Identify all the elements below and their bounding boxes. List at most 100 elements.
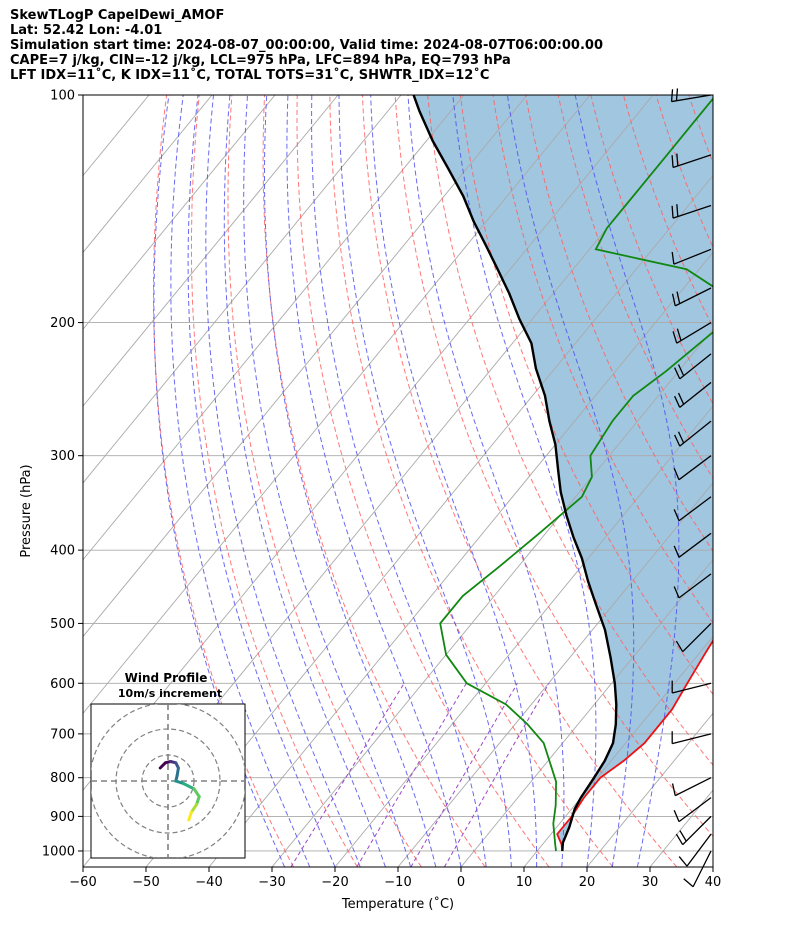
plot-area: [83, 95, 794, 867]
y-tick-label: 1000: [42, 844, 75, 859]
x-tick-label: −40: [195, 875, 222, 890]
isotherm-line: [460, 558, 713, 867]
moist-adiabat: [311, 95, 487, 867]
hodograph-title: Wind Profile: [125, 671, 208, 685]
wind-barb: [675, 815, 712, 846]
x-tick-label: −10: [384, 875, 411, 890]
isotherm-line: [145, 174, 713, 867]
x-tick-label: 40: [705, 875, 722, 890]
cape-shading: [413, 95, 713, 851]
dry-adiabat: [191, 95, 358, 867]
thermodynamic-indices: LFT IDX=11˚C, K IDX=11˚C, TOTAL TOTS=31˚…: [10, 68, 490, 83]
mixing-ratio-line: [443, 683, 550, 867]
isotherm-line: [83, 95, 591, 715]
dry-adiabat: [525, 95, 713, 552]
mixing-ratio-line: [356, 683, 467, 867]
wind-barb: [671, 680, 712, 694]
dry-adiabat: [296, 95, 550, 867]
hodograph-subtitle: 10m/s increment: [118, 687, 222, 700]
stability-indices: CAPE=7 j/kg, CIN=-12 j/kg, LCL=975 hPa, …: [10, 53, 511, 68]
wind-barb: [673, 455, 712, 481]
wind-barb: [671, 287, 712, 307]
dry-adiabat: [787, 95, 794, 867]
moist-adiabat: [187, 95, 336, 867]
x-tick-label: −60: [69, 875, 96, 890]
hodograph-segment: [187, 810, 193, 822]
wind-barb: [673, 496, 712, 522]
moist-adiabat: [264, 95, 437, 867]
dry-adiabat: [227, 95, 422, 867]
isotherm-line: [83, 95, 528, 638]
wind-barb: [683, 850, 712, 888]
y-tick-label: 800: [50, 771, 75, 786]
wind-barb: [678, 833, 712, 867]
isotherm-line: [83, 95, 339, 407]
moist-adiabat: [338, 95, 512, 867]
isotherm-line: [397, 482, 713, 867]
simulation-times: Simulation start time: 2024-08-07_00:00:…: [10, 38, 603, 53]
y-tick-label: 600: [50, 677, 75, 692]
isotherm-line: [83, 95, 213, 254]
x-tick-label: −30: [258, 875, 285, 890]
moist-adiabat: [243, 95, 412, 867]
temperature-profile: [556, 639, 713, 852]
x-axis-label: Temperature (˚C): [341, 896, 454, 912]
wind-barbs: [670, 88, 712, 888]
y-axis-label: Pressure (hPa): [19, 464, 34, 557]
dry-adiabat: [394, 95, 713, 837]
hodograph-segment: [192, 787, 201, 799]
wind-barb: [671, 248, 712, 265]
moist-adiabat: [574, 95, 680, 867]
dry-adiabat: [361, 95, 678, 867]
isotherm-line: [712, 866, 713, 867]
y-tick-label: 500: [50, 617, 75, 632]
wind-barb: [673, 797, 712, 823]
wind-barb: [675, 622, 712, 653]
y-tick-label: 300: [50, 449, 75, 464]
x-tick-label: 20: [579, 875, 596, 890]
chart-header: SkewTLogP CapelDewi_AMOF Lat: 52.42 Lon:…: [10, 8, 603, 83]
wind-barb: [672, 322, 712, 344]
wind-barb: [674, 381, 712, 408]
y-tick-label: 400: [50, 544, 75, 559]
wind-barb: [674, 420, 712, 447]
wind-barb: [674, 353, 712, 380]
dewpoint-profile: [439, 97, 713, 852]
axes: −60 −50 −40 −30 −20 −10 0 10 20 30 40 1000 900 800 700…: [19, 89, 721, 913]
x-tick-label: 10: [516, 875, 533, 890]
wind-barb: [671, 731, 712, 745]
moist-adiabat: [170, 95, 311, 867]
wind-barb: [671, 204, 712, 219]
x-tick-label: 30: [642, 875, 659, 890]
dry-adiabat: [427, 95, 713, 766]
station-coordinates: Lat: 52.42 Lon: -4.01: [10, 23, 163, 38]
dry-adiabat: [721, 95, 794, 867]
y-tick-label: 700: [50, 727, 75, 742]
y-tick-label: 200: [50, 316, 75, 331]
isotherm-line: [83, 95, 276, 330]
dry-adiabat: [262, 95, 486, 867]
moist-adiabat: [407, 95, 565, 867]
moist-adiabat: [205, 95, 361, 867]
hodograph-inset: Wind Profile 10m/s increment: [90, 671, 246, 859]
isotherm-line: [83, 95, 402, 484]
hodograph-segment: [189, 802, 199, 814]
wind-barb: [671, 153, 712, 169]
x-tick-label: −20: [321, 875, 348, 890]
wind-barb: [671, 777, 712, 797]
dry-adiabat: [492, 95, 713, 624]
moist-adiabat: [506, 95, 635, 867]
wind-barb: [673, 573, 712, 599]
hodograph-segment: [182, 782, 196, 791]
x-tick-label: −50: [132, 875, 159, 890]
mixing-ratio-line: [410, 683, 518, 867]
isotherm-line: [334, 405, 713, 867]
chart-title: SkewTLogP CapelDewi_AMOF: [10, 8, 225, 23]
y-tick-label: 900: [50, 810, 75, 825]
dry-adiabat: [754, 95, 794, 867]
isotherm-line: [83, 95, 465, 561]
isotherm-line: [271, 328, 713, 867]
mixing-ratio-line: [290, 683, 405, 867]
dry-adiabat: [329, 95, 614, 867]
